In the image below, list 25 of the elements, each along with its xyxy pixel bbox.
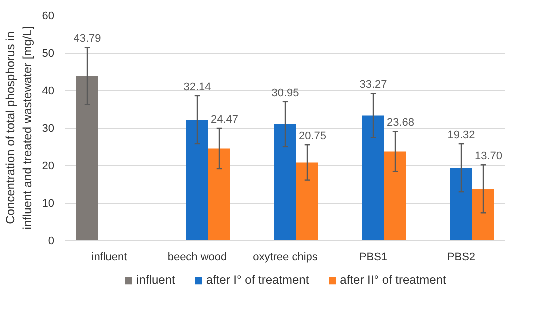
legend-label: after II° of treatment xyxy=(340,273,446,287)
data-label: 43.79 xyxy=(74,33,102,46)
y-tick-label: 10 xyxy=(42,198,55,210)
data-label: 19.32 xyxy=(448,129,476,142)
data-label: 24.47 xyxy=(211,114,239,126)
legend-label: after I° of treatment xyxy=(206,273,310,287)
data-label: 33.27 xyxy=(360,78,388,91)
x-tick-label: influent xyxy=(92,252,128,264)
legend-label: influent xyxy=(136,273,176,287)
y-tick-label: 30 xyxy=(42,123,55,135)
x-tick-label: beech wood xyxy=(168,252,228,264)
data-label: 13.70 xyxy=(475,150,503,162)
x-tick-label: PBS2 xyxy=(447,252,476,264)
y-axis-title: Concentration of total phosphorus in influent and treated wastewater [mg/L] xyxy=(3,26,34,230)
data-label: 23.68 xyxy=(387,117,415,130)
data-label: 30.95 xyxy=(272,87,300,100)
x-tick-label: oxytree chips xyxy=(253,252,318,264)
y-tick-label: 40 xyxy=(42,86,55,98)
x-tick-label: PBS1 xyxy=(359,252,388,264)
y-tick-label: 0 xyxy=(48,236,55,248)
y-tick-label: 20 xyxy=(42,160,55,172)
y-tick-label: 50 xyxy=(42,48,55,60)
data-label: 20.75 xyxy=(299,130,327,142)
y-tick-label: 60 xyxy=(42,10,55,22)
data-label: 32.14 xyxy=(184,81,212,94)
